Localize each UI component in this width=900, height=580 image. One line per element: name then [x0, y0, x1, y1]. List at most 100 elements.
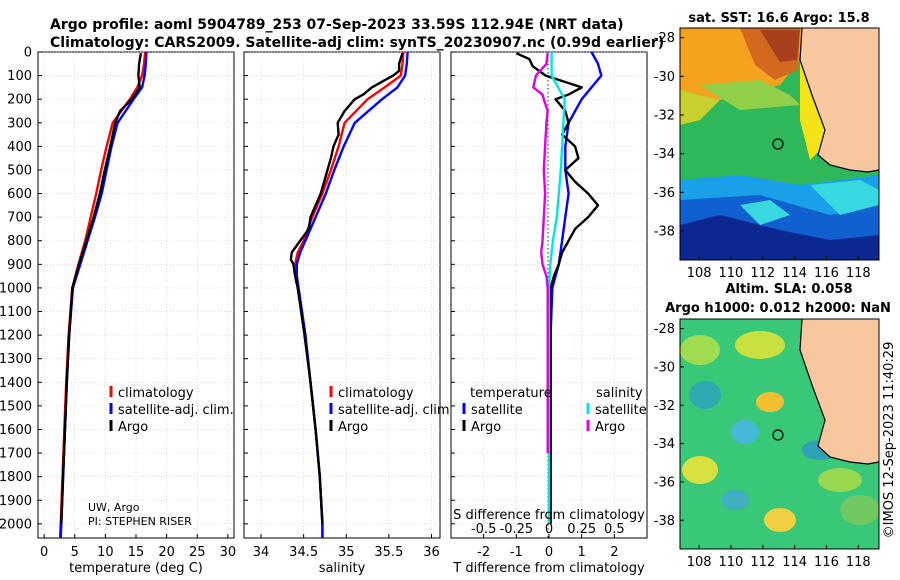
y-tick-label: 2000 — [0, 517, 32, 532]
t-difference-label: T difference from climatology — [452, 561, 645, 576]
legend-temperature-title: temperature — [470, 386, 552, 401]
map-x-tick-label: 116 — [814, 555, 839, 570]
map-y-tick-label: -34 — [654, 437, 675, 452]
x-tick-label: 0 — [40, 545, 48, 560]
map-x-tick-label: 112 — [750, 555, 775, 570]
y-tick-label: 300 — [7, 116, 32, 131]
x2-tick-label: 0.5 — [604, 522, 625, 537]
map-x-tick-label: 114 — [782, 266, 807, 281]
y-tick-label: 1700 — [0, 447, 32, 462]
difference-legend: temperature salinity satellite Argo sate… — [462, 386, 647, 435]
annotation-pi: PI: STEPHEN RISER — [88, 515, 192, 528]
temperature-grid — [38, 51, 234, 538]
x-tick-label: 15 — [128, 545, 145, 560]
map-x-tick-label: 112 — [750, 266, 775, 281]
temperature-x-ticks: 0 5 10 15 20 25 30 — [40, 545, 236, 560]
x-tick-label: -2 — [477, 545, 490, 560]
salinity-series — [289, 51, 409, 538]
salinity-x-ticks: 34 34.5 35 35.5 36 — [253, 545, 440, 560]
sst-map-y-ticks: -28 -30 -32 -34 -36 -38 — [654, 31, 684, 240]
y-tick-label: 600 — [7, 187, 32, 202]
temperature-series — [58, 51, 148, 539]
map-y-tick-label: -36 — [654, 186, 675, 201]
sla-map-field — [680, 319, 879, 549]
figure-title-line1: Argo profile: aoml 5904789_253 07-Sep-20… — [50, 17, 624, 33]
sst-map-x-ticks: 108 110 112 114 116 118 — [687, 256, 871, 281]
x2-tick-label: 0.25 — [567, 522, 596, 537]
sst-map-title: sat. SST: 16.6 Argo: 15.8 — [688, 11, 869, 26]
x-tick-label: -1 — [510, 545, 523, 560]
y-tick-label: 400 — [7, 140, 32, 155]
annotation-institution: UW, Argo — [88, 501, 140, 514]
temperature-legend: climatology satellite-adj. clim. Argo — [109, 386, 234, 435]
x2-tick-label: 0 — [545, 522, 553, 537]
legend-climatology-label: climatology — [118, 386, 194, 401]
difference-profile-panel: -2 -1 0 1 2 -0.5 -0.25 0 0.25 0.5 S difference f… — [450, 51, 648, 576]
y-tick-label: 0 — [24, 46, 32, 61]
x-tick-label: 0 — [545, 545, 553, 560]
x-tick-label: 20 — [158, 545, 175, 560]
map-y-tick-label: -28 — [654, 31, 675, 46]
y-tick-label: 1200 — [0, 329, 32, 344]
x-tick-label: 34 — [253, 545, 270, 560]
temperature-profile-panel: 0 5 10 15 20 25 30 0 100 200 300 400 500 600 700 800 90… — [0, 46, 236, 577]
sst-argo-marker — [772, 138, 784, 150]
y-tick-label: 1100 — [0, 305, 32, 320]
y-tick-label: 500 — [7, 163, 32, 178]
y-tick-label: 1800 — [0, 470, 32, 485]
y-tick-label: 1000 — [0, 281, 32, 296]
sla-map-title-line1: Altim. SLA: 0.058 — [726, 282, 853, 297]
legend-salinity-title: salinity — [596, 386, 643, 401]
y-tick-label: 1500 — [0, 399, 32, 414]
salinity-legend-argo-label: Argo — [338, 420, 368, 435]
difference-series — [515, 51, 603, 524]
sla-map-x-ticks: 108 110 112 114 116 118 — [687, 545, 871, 570]
salinity-grid — [244, 51, 440, 538]
series-line-argo — [289, 52, 404, 524]
map-x-tick-label: 118 — [846, 555, 871, 570]
sst-map-panel: sat. SST: 16.6 Argo: 15.8 108 110 112 114 11… — [654, 11, 880, 281]
sla-map-y-ticks: -28 -30 -32 -34 -36 -38 — [654, 322, 684, 529]
map-y-tick-label: -36 — [654, 475, 675, 490]
sla-map-frame — [679, 318, 880, 550]
map-x-tick-label: 110 — [719, 266, 744, 281]
map-y-tick-label: -34 — [654, 147, 675, 162]
map-x-tick-label: 118 — [846, 266, 871, 281]
legend-sal-argo-label: Argo — [595, 420, 625, 435]
difference-x-ticks: -2 -1 0 1 2 — [477, 545, 618, 560]
y-tick-label: 100 — [7, 69, 32, 84]
series-line-salinity-argo — [532, 53, 549, 454]
x-tick-label: 2 — [610, 545, 618, 560]
x-tick-label: 35 — [338, 545, 355, 560]
x-tick-label: 25 — [189, 545, 206, 560]
x-tick-label: 30 — [220, 545, 237, 560]
figure-title-line2: Climatology: CARS2009. Satellite-adj cli… — [50, 35, 664, 51]
legend-satellite-adj-label: satellite-adj. clim. — [118, 403, 234, 418]
salinity-legend-satellite-adj-label: satellite-adj. clim. — [338, 403, 454, 418]
map-x-tick-label: 110 — [719, 555, 744, 570]
y-tick-label: 1900 — [0, 494, 32, 509]
salinity-x-label: salinity — [319, 561, 366, 576]
map-y-tick-label: -38 — [654, 514, 675, 529]
depth-y-ticks: 0 100 200 300 400 500 600 700 800 900 1000 1100 1200… — [0, 46, 32, 533]
s-difference-label: S difference from climatology — [453, 508, 645, 523]
x2-tick-label: -0.5 — [471, 522, 496, 537]
y-tick-label: 1400 — [0, 376, 32, 391]
sla-map-title-line2: Argo h1000: 0.012 h2000: NaN — [665, 301, 891, 316]
x-tick-label: 34.5 — [289, 545, 318, 560]
y-tick-label: 900 — [7, 258, 32, 273]
map-y-tick-label: -28 — [654, 322, 675, 337]
map-y-tick-label: -32 — [654, 109, 675, 124]
y-tick-label: 1600 — [0, 423, 32, 438]
map-y-tick-label: -38 — [654, 225, 675, 240]
map-x-tick-label: 108 — [687, 555, 712, 570]
y-tick-label: 800 — [7, 234, 32, 249]
x-tick-label: 5 — [71, 545, 79, 560]
imos-credit: ©IMOS 12-Sep-2023 11:40:29 — [882, 342, 897, 539]
difference-x2-ticks: -0.5 -0.25 0 0.25 0.5 — [471, 522, 625, 537]
map-x-tick-label: 116 — [814, 266, 839, 281]
x-tick-label: 36 — [423, 545, 440, 560]
sla-map-panel: Altim. SLA: 0.058 Argo h1000: 0.012 h200… — [654, 282, 897, 570]
temperature-x-label: temperature (deg C) — [69, 561, 203, 576]
